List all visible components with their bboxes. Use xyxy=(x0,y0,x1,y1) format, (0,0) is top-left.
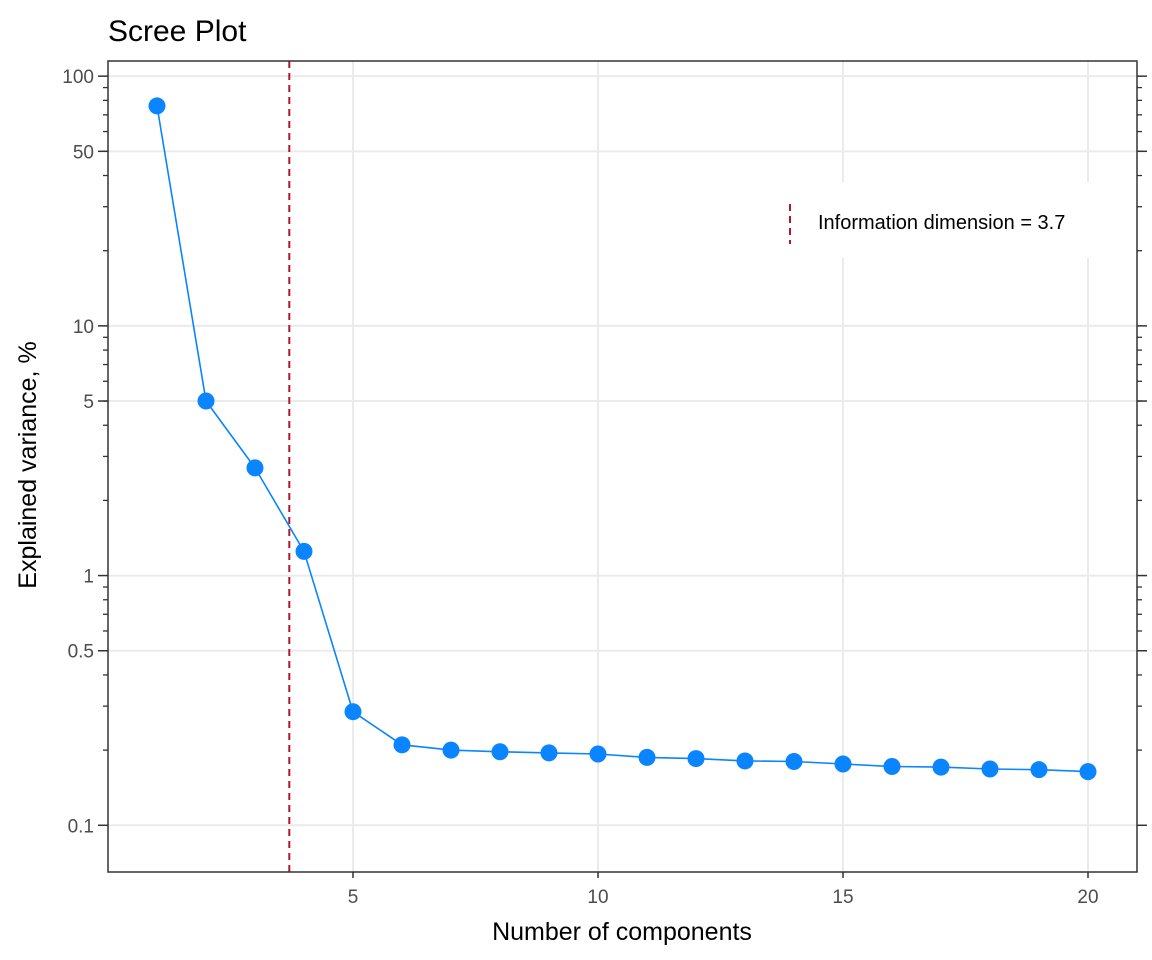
data-point xyxy=(687,750,705,768)
data-point xyxy=(932,758,950,776)
legend-box xyxy=(778,182,1104,258)
data-point xyxy=(491,743,509,761)
data-point xyxy=(834,755,852,773)
data-point xyxy=(540,744,558,762)
y-tick-label: 50 xyxy=(73,142,94,163)
y-tick-label: 5 xyxy=(83,392,94,413)
plot-frame xyxy=(107,60,1138,873)
data-point xyxy=(442,741,460,759)
data-point xyxy=(344,703,362,721)
legend: Information dimension = 3.7 xyxy=(778,182,1104,258)
data-point xyxy=(246,459,264,477)
legend-label: Information dimension = 3.7 xyxy=(818,212,1065,234)
y-axis-title: Explained variance, % xyxy=(14,341,42,588)
data-point xyxy=(785,753,803,771)
data-point xyxy=(638,748,656,766)
data-point xyxy=(393,736,411,754)
data-point xyxy=(295,542,313,560)
x-tick-label: 5 xyxy=(348,887,359,908)
x-tick-label: 15 xyxy=(832,887,853,908)
data-point xyxy=(148,97,166,115)
y-tick-label: 100 xyxy=(62,67,94,88)
data-point xyxy=(197,392,215,410)
y-tick-label: 0.1 xyxy=(68,816,94,837)
data-point xyxy=(1079,763,1097,781)
data-point xyxy=(981,760,999,778)
data-point xyxy=(883,757,901,775)
y-tick-label: 1 xyxy=(83,567,94,588)
y-tick-label: 10 xyxy=(73,317,94,338)
data-point xyxy=(736,752,754,770)
y-tick-label: 0.5 xyxy=(68,642,94,663)
data-point xyxy=(589,745,607,763)
plot-border xyxy=(107,60,1138,873)
x-tick-label: 20 xyxy=(1077,887,1098,908)
series-layer xyxy=(148,97,1097,781)
data-point xyxy=(1030,761,1048,779)
x-tick-label: 10 xyxy=(587,887,608,908)
chart-title: Scree Plot xyxy=(108,15,247,48)
x-axis-title: Number of components xyxy=(492,918,752,946)
